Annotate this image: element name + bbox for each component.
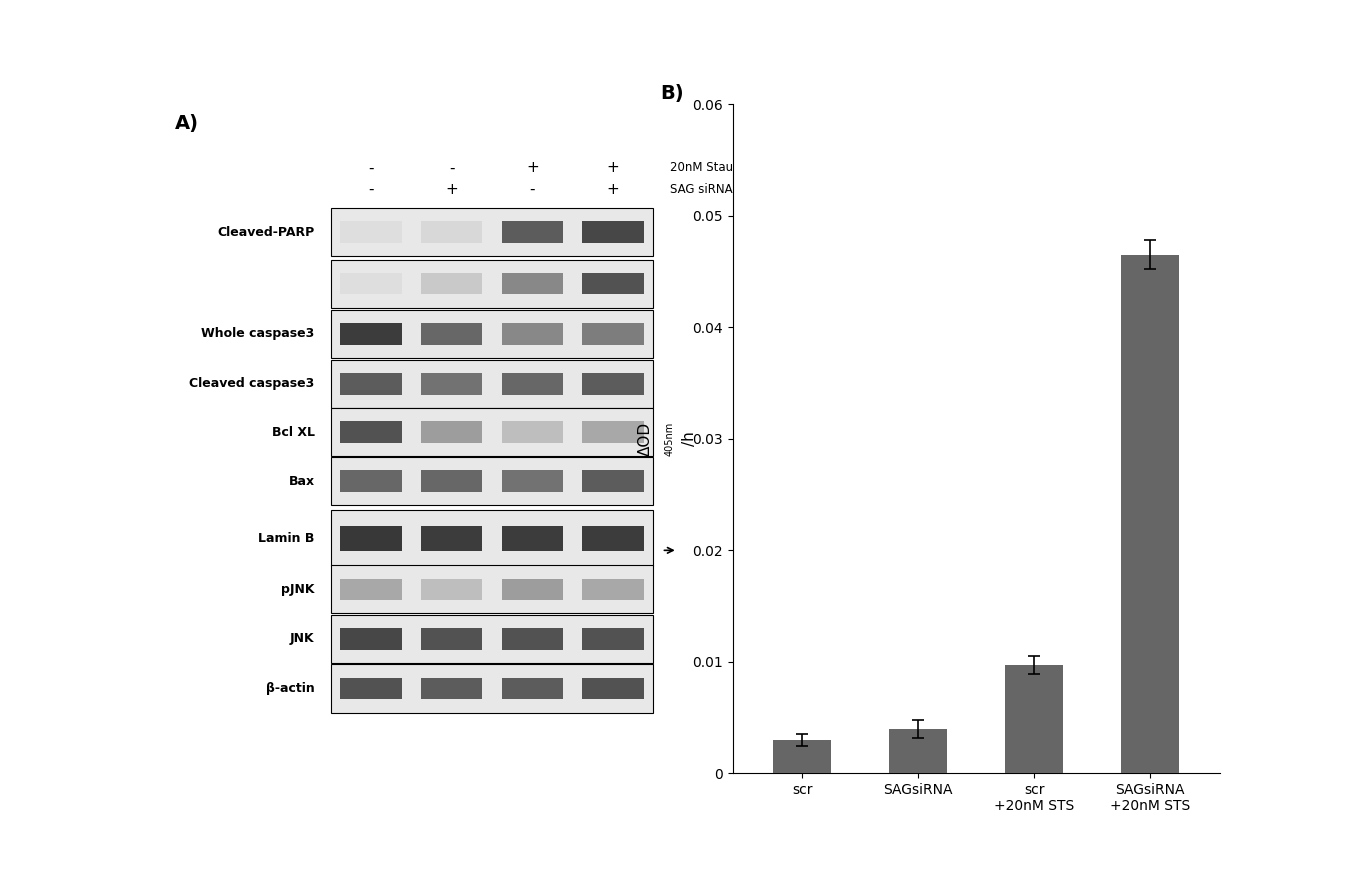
Bar bbox=[331, 260, 653, 308]
Text: +: + bbox=[526, 161, 539, 176]
Bar bbox=[583, 373, 644, 395]
Bar bbox=[340, 526, 401, 551]
Bar bbox=[1121, 255, 1179, 773]
Text: A): A) bbox=[175, 115, 199, 133]
Bar bbox=[340, 678, 401, 700]
Text: +: + bbox=[446, 182, 458, 196]
Text: /h: /h bbox=[682, 432, 696, 446]
Bar bbox=[1005, 666, 1064, 773]
Text: SAG siRNA (20 nM): SAG siRNA (20 nM) bbox=[669, 182, 782, 196]
Bar bbox=[340, 273, 401, 295]
Text: Bcl XL: Bcl XL bbox=[271, 426, 314, 439]
Bar bbox=[421, 470, 482, 492]
Bar bbox=[501, 678, 564, 700]
Bar bbox=[421, 273, 482, 295]
Bar bbox=[583, 421, 644, 443]
Bar bbox=[331, 208, 653, 256]
Bar bbox=[421, 678, 482, 700]
Bar bbox=[501, 421, 564, 443]
Bar bbox=[583, 273, 644, 295]
Text: 20nM Staurosporin/1d: 20nM Staurosporin/1d bbox=[669, 162, 801, 175]
Bar bbox=[331, 510, 653, 566]
Bar bbox=[583, 526, 644, 551]
Bar bbox=[501, 579, 564, 600]
Bar bbox=[421, 628, 482, 650]
Bar bbox=[331, 457, 653, 505]
Bar bbox=[340, 421, 401, 443]
Bar bbox=[421, 323, 482, 345]
Bar bbox=[501, 526, 564, 551]
Bar bbox=[583, 579, 644, 600]
Text: Lamin B: Lamin B bbox=[259, 532, 314, 545]
Bar bbox=[340, 373, 401, 395]
Text: -: - bbox=[369, 182, 374, 196]
Text: +: + bbox=[607, 161, 619, 176]
Text: -: - bbox=[530, 182, 535, 196]
Text: JNK: JNK bbox=[290, 633, 314, 646]
Bar bbox=[501, 628, 564, 650]
Bar bbox=[340, 470, 401, 492]
Bar bbox=[421, 222, 482, 243]
Bar bbox=[501, 323, 564, 345]
Bar bbox=[331, 309, 653, 358]
Bar bbox=[340, 323, 401, 345]
Text: Cleaved-PARP: Cleaved-PARP bbox=[217, 226, 314, 239]
Bar bbox=[331, 408, 653, 456]
Text: -: - bbox=[369, 161, 374, 176]
Text: Whole caspase3: Whole caspase3 bbox=[202, 328, 314, 341]
Text: ΔOD: ΔOD bbox=[638, 421, 653, 456]
Bar bbox=[421, 526, 482, 551]
Bar bbox=[583, 323, 644, 345]
Bar bbox=[331, 615, 653, 663]
Bar bbox=[774, 740, 832, 773]
Text: Cleaved caspase3: Cleaved caspase3 bbox=[190, 377, 314, 390]
Bar bbox=[583, 678, 644, 700]
Bar bbox=[421, 373, 482, 395]
Text: B): B) bbox=[660, 84, 683, 103]
Bar bbox=[501, 273, 564, 295]
Bar bbox=[421, 421, 482, 443]
Text: β-actin: β-actin bbox=[266, 682, 314, 695]
Bar bbox=[501, 222, 564, 243]
Bar bbox=[583, 628, 644, 650]
Text: -: - bbox=[449, 161, 454, 176]
Bar bbox=[331, 664, 653, 713]
Text: Bax: Bax bbox=[289, 474, 314, 488]
Bar bbox=[583, 470, 644, 492]
Bar bbox=[340, 222, 401, 243]
Text: +: + bbox=[607, 182, 619, 196]
Bar bbox=[889, 729, 947, 773]
Bar bbox=[501, 373, 564, 395]
Text: pJNK: pJNK bbox=[280, 583, 314, 596]
Text: 405nm: 405nm bbox=[664, 421, 675, 456]
Bar bbox=[340, 628, 401, 650]
Bar bbox=[331, 566, 653, 614]
Bar bbox=[340, 579, 401, 600]
Bar bbox=[501, 470, 564, 492]
Bar bbox=[421, 579, 482, 600]
Bar bbox=[583, 222, 644, 243]
Bar bbox=[331, 360, 653, 408]
